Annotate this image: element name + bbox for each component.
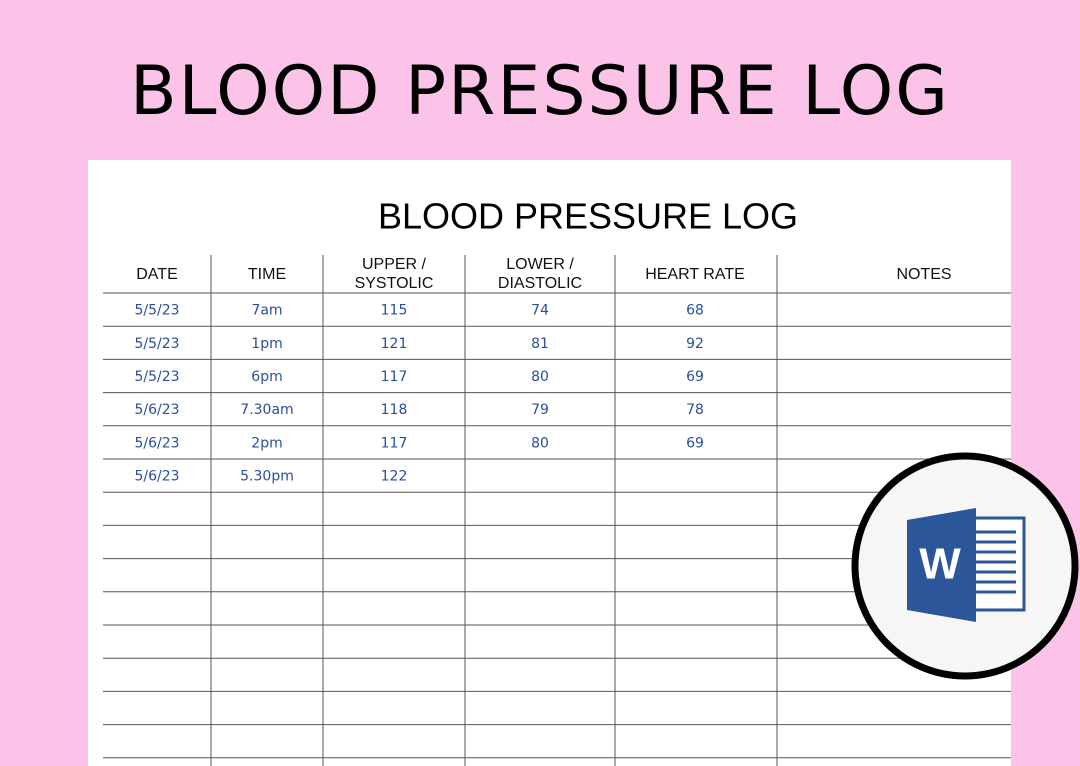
cell-value: 5/5/23	[134, 336, 179, 352]
cell-value: 117	[381, 369, 408, 385]
cell-value: 69	[686, 369, 704, 385]
column-header: HEART RATE	[645, 266, 745, 283]
cell-value: 122	[381, 469, 408, 485]
cell-value: 117	[381, 435, 408, 451]
cell-value: 69	[686, 435, 704, 451]
column-header: TIME	[248, 266, 286, 283]
cell-value: 5.30pm	[240, 469, 294, 485]
cell-value: 118	[381, 402, 408, 418]
cell-value: 5/6/23	[134, 469, 179, 485]
cell-value: 6pm	[251, 369, 282, 385]
column-header: NOTES	[896, 266, 951, 283]
cell-value: 7.30am	[240, 402, 293, 418]
doc-cover	[907, 508, 976, 622]
cell-value: 80	[531, 435, 549, 451]
cell-value: 7am	[251, 303, 282, 319]
cell-value: 78	[686, 402, 704, 418]
column-header: UPPER / SYSTOLIC	[355, 256, 434, 292]
cell-value: 121	[381, 336, 408, 352]
sheet-title: BLOOD PRESSURE LOG	[378, 196, 798, 237]
cell-value: 79	[531, 402, 549, 418]
cell-value: 68	[686, 303, 704, 319]
sheet-paper	[88, 160, 1011, 766]
cell-value: 81	[531, 336, 549, 352]
word-badge: W	[851, 452, 1079, 680]
table-cells: DATE TIME UPPER / SYSTOLIC LOWER / DIASTOLIC H…	[134, 256, 951, 485]
badge-letter: W	[919, 540, 961, 589]
cell-value: 1pm	[251, 336, 282, 352]
banner-title: BLOOD PRESSURE LOG	[130, 52, 950, 131]
doc-lines	[972, 530, 1016, 594]
cell-value: 5/5/23	[134, 303, 179, 319]
cell-value: 2pm	[251, 435, 282, 451]
column-header: DATE	[136, 266, 177, 283]
cell-value: 74	[531, 303, 549, 319]
table-grid	[103, 255, 1011, 766]
column-header: LOWER / DIASTOLIC	[498, 256, 582, 292]
cell-value: 5/6/23	[134, 402, 179, 418]
cell-value: 92	[686, 336, 704, 352]
cell-value: 115	[381, 303, 408, 319]
cell-value: 5/6/23	[134, 435, 179, 451]
cell-value: 80	[531, 369, 549, 385]
cell-value: 5/5/23	[134, 369, 179, 385]
